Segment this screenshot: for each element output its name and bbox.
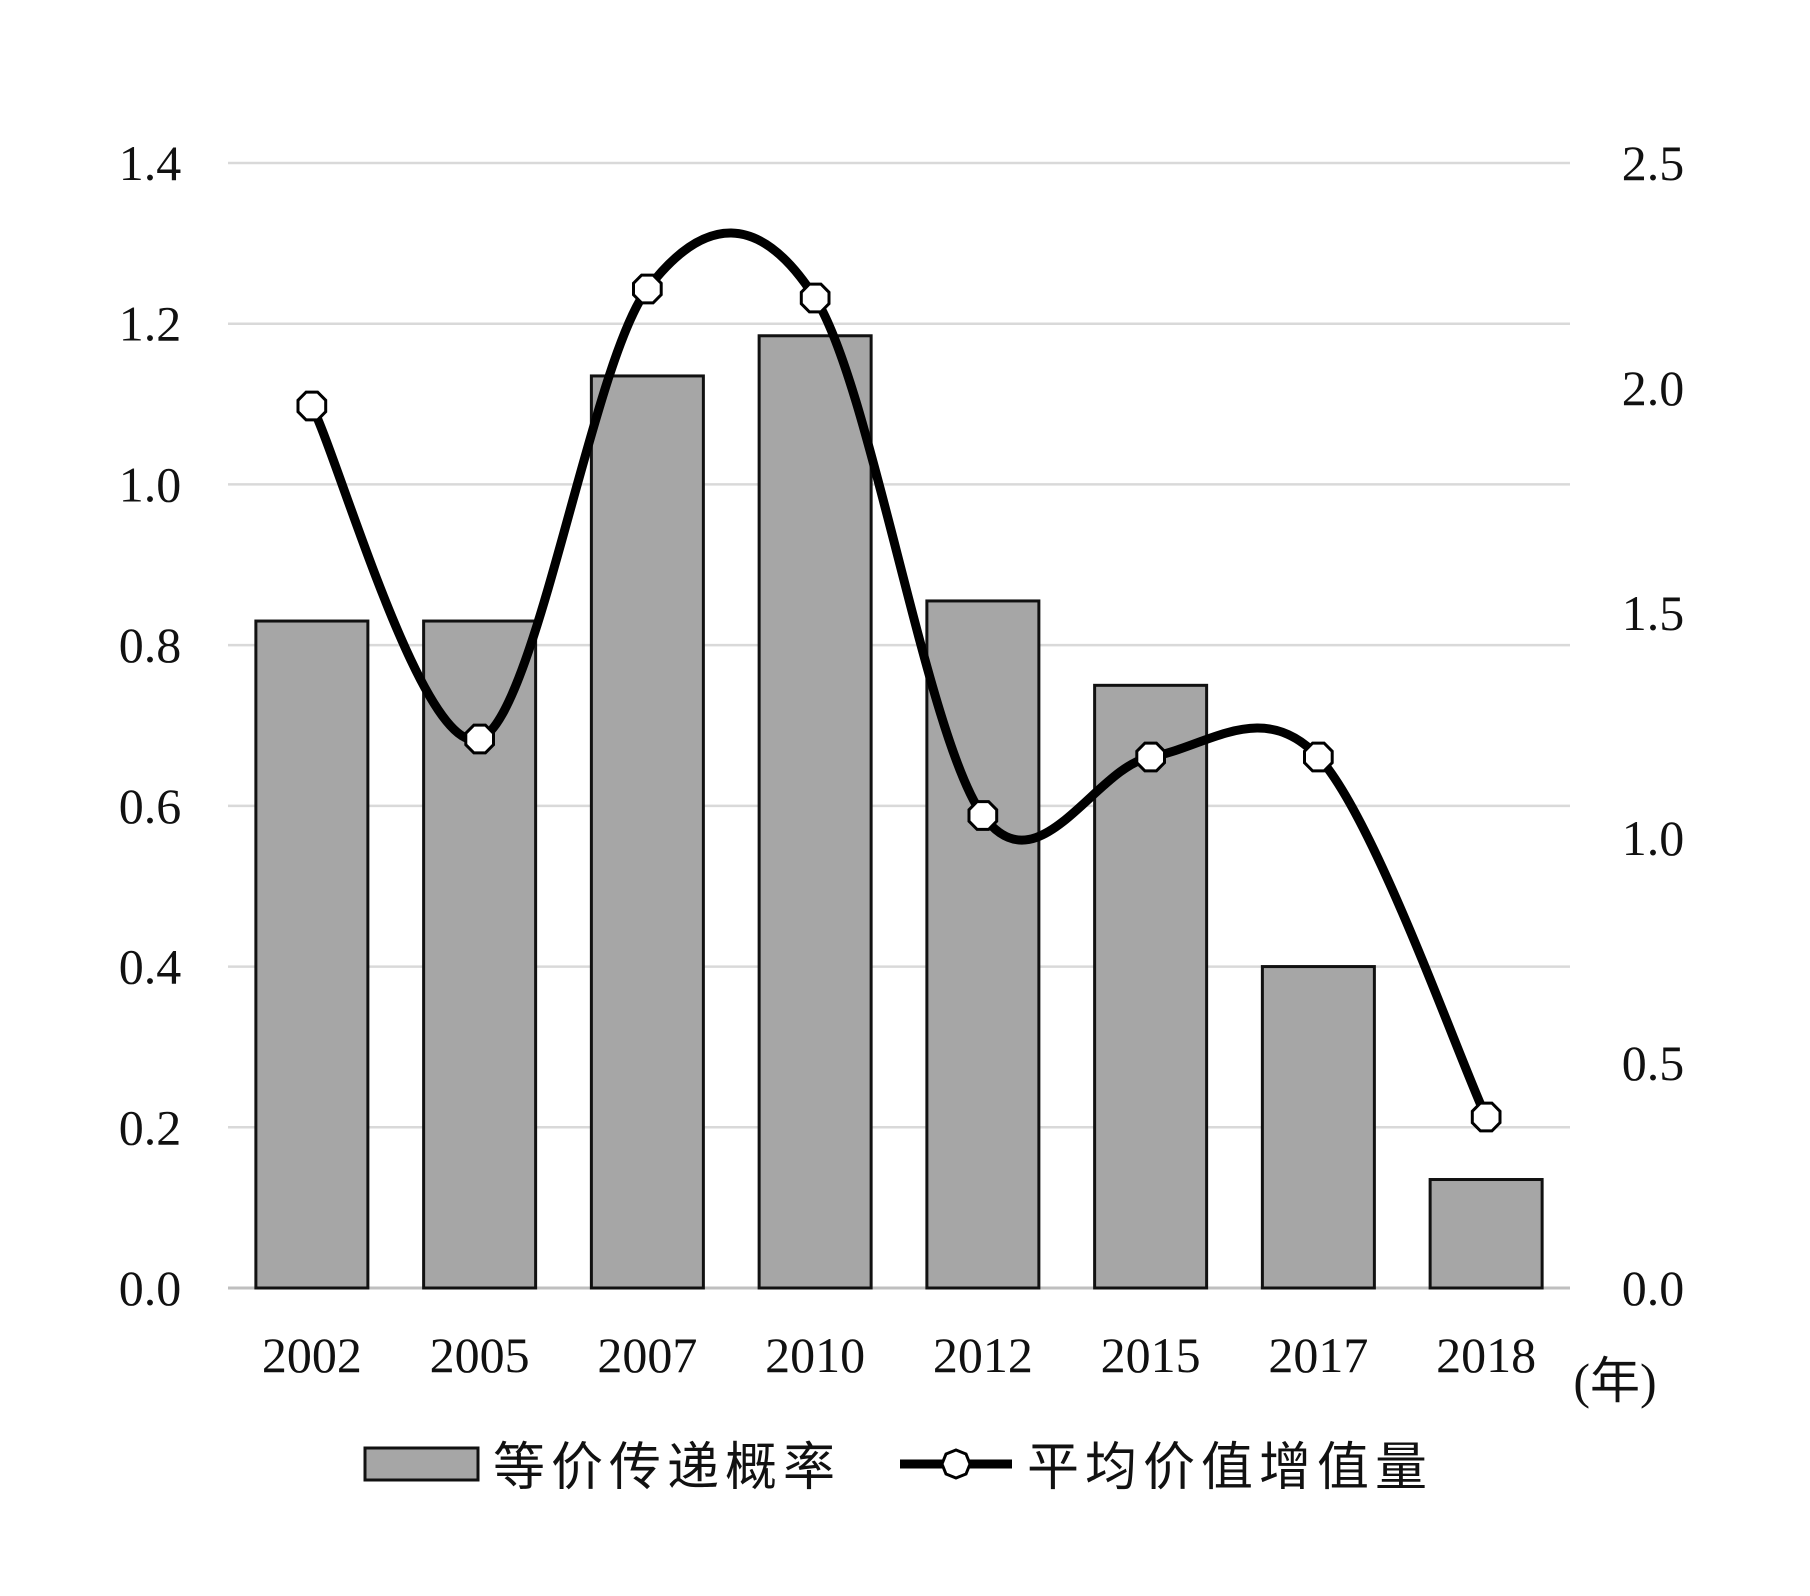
x-axis-ticks: 2002 2005 2007 2010 2012 2015 2017 2018 (262, 1327, 1536, 1383)
x-tick-label: 2002 (262, 1327, 362, 1383)
x-tick-label: 2015 (1101, 1327, 1201, 1383)
x-tick-label: 2010 (765, 1327, 865, 1383)
line-point (799, 282, 831, 314)
left-tick-label: 0.8 (119, 617, 182, 673)
bar (422, 619, 538, 1290)
right-tick-label: 2.0 (1622, 360, 1685, 416)
legend-bar-swatch (363, 1446, 480, 1482)
right-tick-label: 2.5 (1622, 135, 1685, 191)
left-tick-label: 0.4 (119, 939, 182, 995)
legend: 等价传递概率 平均价值增值量 (363, 1438, 1433, 1498)
right-tick-label: 1.0 (1622, 810, 1685, 866)
x-tick-label: 2017 (1268, 1327, 1368, 1383)
left-tick-label: 0.2 (119, 1099, 182, 1155)
line-point (632, 273, 663, 305)
line-series (296, 228, 1502, 1133)
right-tick-label: 1.5 (1622, 585, 1685, 641)
x-tick-label: 2007 (597, 1327, 697, 1383)
line-point (464, 723, 495, 755)
line-point (296, 390, 328, 422)
x-tick-label: 2012 (933, 1327, 1033, 1383)
left-tick-label: 1.2 (119, 296, 182, 352)
bar (589, 374, 705, 1290)
legend-bar-label: 等价传递概率 (493, 1438, 841, 1498)
bar-series (254, 334, 1544, 1290)
bar (757, 334, 873, 1290)
left-tick-label: 0.0 (119, 1260, 182, 1316)
bar (1093, 683, 1209, 1290)
x-tick-label: 2005 (430, 1327, 530, 1383)
x-tick-label: 2018 (1436, 1327, 1536, 1383)
x-axis-unit-label: (年) (1573, 1353, 1656, 1409)
legend-line-marker (940, 1448, 972, 1480)
line-point (1135, 741, 1166, 773)
left-tick-label: 1.0 (119, 456, 182, 512)
bar (254, 619, 370, 1290)
left-tick-label: 0.6 (119, 778, 182, 834)
right-tick-label: 0.5 (1622, 1035, 1685, 1091)
legend-line-label: 平均价值增值量 (1027, 1438, 1433, 1498)
bar (1428, 1178, 1544, 1290)
right-tick-label: 0.0 (1622, 1260, 1685, 1316)
line-point (1470, 1101, 1502, 1133)
line-point (1303, 741, 1334, 773)
left-tick-label: 1.4 (119, 135, 182, 191)
bar (925, 599, 1041, 1290)
line-point (967, 800, 999, 831)
bar (1260, 965, 1376, 1290)
right-axis-ticks: 0.0 0.5 1.0 1.5 2.0 2.5 (1622, 135, 1685, 1316)
left-axis-ticks: 0.0 0.2 0.4 0.6 0.8 1.0 1.2 1.4 (119, 135, 182, 1316)
